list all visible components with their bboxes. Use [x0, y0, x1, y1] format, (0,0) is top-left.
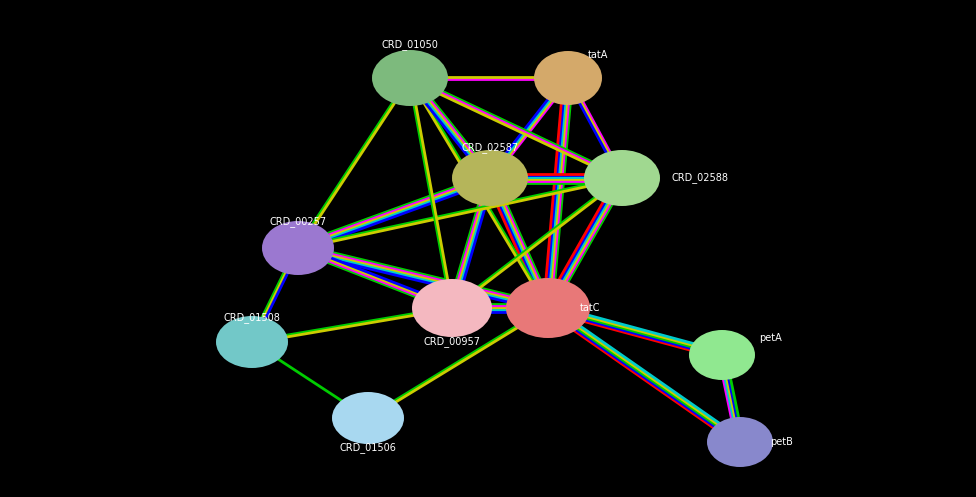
Text: tatA: tatA: [588, 50, 608, 60]
Text: petA: petA: [758, 333, 782, 343]
Text: CRD_01508: CRD_01508: [224, 313, 280, 324]
Text: CRD_00957: CRD_00957: [424, 336, 480, 347]
Text: CRD_01050: CRD_01050: [382, 40, 438, 51]
Ellipse shape: [262, 221, 334, 275]
Ellipse shape: [372, 50, 448, 106]
Ellipse shape: [332, 392, 404, 444]
Ellipse shape: [506, 278, 590, 338]
Text: CRD_00257: CRD_00257: [269, 217, 327, 228]
Text: tatC: tatC: [580, 303, 600, 313]
Ellipse shape: [452, 150, 528, 206]
Ellipse shape: [689, 330, 755, 380]
Text: CRD_01506: CRD_01506: [340, 442, 396, 453]
Ellipse shape: [216, 316, 288, 368]
Text: CRD_02587: CRD_02587: [462, 143, 518, 154]
Ellipse shape: [584, 150, 660, 206]
Ellipse shape: [412, 279, 492, 337]
Ellipse shape: [707, 417, 773, 467]
Ellipse shape: [534, 51, 602, 105]
Text: CRD_02588: CRD_02588: [671, 172, 728, 183]
Text: petB: petB: [771, 437, 793, 447]
